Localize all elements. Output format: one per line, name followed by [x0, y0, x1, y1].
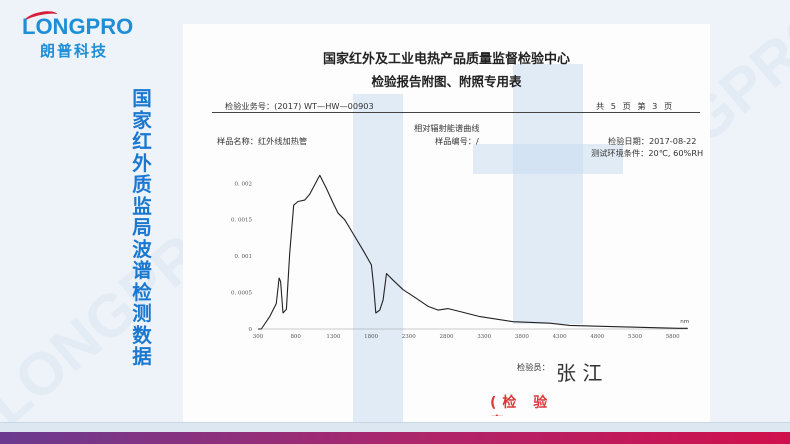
x-tick-label: 1800 — [364, 334, 378, 340]
sample-name: 样品名称：红外线加热管 — [217, 136, 308, 146]
spectrum-line — [258, 174, 688, 330]
form-title: 检验报告附图、附照专用表 — [371, 74, 522, 89]
y-tick-label: 0 — [249, 327, 253, 333]
footer-strip — [0, 422, 790, 433]
sample-no: 样品编号：/ — [435, 136, 479, 146]
x-axis-label: nm — [680, 319, 689, 325]
business-no: 检验业务号：(2017) WT—HW—00903 — [225, 101, 374, 111]
footer-bar — [0, 432, 790, 444]
x-tick-label: 4300 — [553, 334, 567, 340]
x-tick-label: 800 — [290, 334, 301, 340]
test-date: 检验日期：2017-08-22 — [608, 136, 697, 146]
official-stamp: (检 验 章) — [490, 395, 554, 416]
spectrum-chart: 300 800 1300 1800 2300 2800 3300 3800 4300 4800 53… — [231, 174, 689, 340]
org-title: 国家红外及工业电热产品质量监督检验中心 — [322, 52, 570, 67]
x-tick-label: 1300 — [326, 334, 340, 340]
x-tick-label: 3800 — [515, 334, 529, 340]
x-tick-label: 3300 — [477, 334, 491, 340]
test-environment: 测试环境条件：20℃, 60%RH — [591, 148, 704, 158]
y-tick-label: 0. 0015 — [231, 218, 252, 224]
page-info: 共 5 页 第 3 页 — [596, 101, 673, 111]
slide-title: 国家红外质监局波谱检测数据 — [132, 87, 152, 368]
y-tick-label: 0. 001 — [235, 254, 253, 260]
inspector-label: 检验员： — [517, 362, 550, 372]
chart-caption: 相对辐射能谱曲线 — [414, 123, 480, 133]
inspector-signature: 张 江 — [556, 361, 603, 385]
x-tick-label: 2300 — [402, 334, 416, 340]
x-tick-label: 2800 — [440, 334, 454, 340]
x-tick-label: 4800 — [590, 334, 604, 340]
longpro-logo: LONGPRO 朗普科技 — [18, 8, 148, 60]
x-tick-label: 5800 — [666, 334, 680, 340]
y-tick-label: 0. 0005 — [231, 291, 252, 297]
x-tick-label: 5300 — [628, 334, 642, 340]
divider — [212, 112, 700, 113]
y-tick-label: 0. 002 — [235, 181, 253, 187]
x-tick-label: 300 — [253, 334, 264, 340]
report-page — [183, 24, 710, 424]
